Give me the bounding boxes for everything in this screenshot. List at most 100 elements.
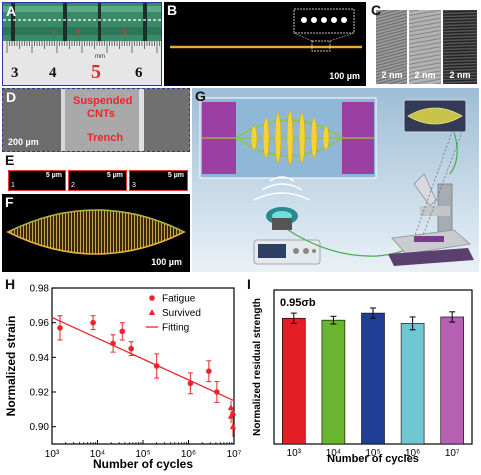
- panel-e-scale-1: 5 µm: [45, 172, 62, 179]
- panel-d: D Suspended CNTs Trench 200 µm: [2, 88, 190, 152]
- fatigue-chart: 10³ 10⁴ 10⁵ 10⁶ 10⁷ 0.90 0.92 0.94 0.96 0.98 Numbe…: [4, 284, 242, 472]
- panel-c-scale-text-3: 2 nm: [449, 70, 471, 80]
- panel-c-scale-text-1: 2 nm: [381, 70, 403, 80]
- ruler-number-3: 3: [11, 65, 19, 81]
- legend-fitting-label: Fitting: [162, 323, 189, 334]
- fatigue-point: [153, 363, 160, 369]
- ruler-mark-1: 1: [51, 29, 56, 38]
- panel-i-label: I: [247, 276, 251, 292]
- survived-point: [229, 423, 237, 430]
- fatigue-point: [187, 380, 194, 387]
- ruler-unit: mm: [95, 54, 105, 60]
- panel-e-index-1: 1: [11, 182, 15, 189]
- bar: [321, 319, 346, 445]
- fatigue-point: [214, 389, 220, 395]
- panel-f-label: F: [5, 194, 14, 210]
- experimental-setup-illustration: [192, 88, 479, 272]
- plot-frame: [51, 287, 235, 445]
- panel-c-scalebar-3: 2 nm: [446, 70, 474, 80]
- legend-fatigue-marker: [149, 295, 155, 301]
- panel-c-scalebar-1: 2 nm: [378, 70, 406, 80]
- panel-e-scale-2: 5 µm: [106, 172, 123, 179]
- panel-c: C 2 nm 2 nm 2 nm: [368, 2, 479, 86]
- x-tick-label: 10³: [287, 448, 302, 459]
- panel-a-label: A: [6, 3, 17, 19]
- legend-survived-marker: [148, 309, 156, 315]
- fitting-line: [51, 316, 235, 402]
- y-tick-label: 0.92: [30, 388, 50, 399]
- panel-c-label: C: [371, 2, 382, 18]
- bar: [400, 323, 425, 445]
- ruler-number-6: 6: [135, 65, 143, 81]
- panel-b-label: B: [167, 2, 178, 18]
- x-tick-label: 10⁶: [405, 448, 420, 459]
- x-tick-label: 10⁵: [135, 449, 150, 460]
- panel-f-scalebar: 100 µm: [151, 257, 182, 267]
- panel-g-label: G: [195, 88, 206, 104]
- panel-a: A 1 2 3 mm 3 4 5 6: [2, 2, 162, 86]
- panel-e-scale-3: 5 µm: [167, 172, 184, 179]
- residual-strength-chart: 10³ 10⁴ 10⁵ 10⁶ 10⁷ 0.95σb Number of cycles Nor…: [252, 289, 473, 465]
- panel-e-img-3: 3 5 µm: [129, 170, 188, 191]
- panel-b-scale-text: 100 µm: [329, 71, 360, 81]
- fatigue-point: [128, 345, 134, 352]
- panel-g: G: [192, 88, 479, 272]
- fatigue-point: [119, 328, 126, 335]
- annot-trench: Trench: [87, 132, 124, 144]
- panel-h: H 10³ 10⁴ 10⁵ 10⁶ 10⁷ 0.90 0.92 0.94 0.96 0.98 Num…: [2, 276, 242, 473]
- ruler-number-5: 5: [91, 61, 101, 83]
- panel-i: I 10³ 10⁴ 10⁵ 10⁶ 10⁷ 0.95σb Number of cycles N…: [244, 276, 479, 473]
- ruler-mark-2: 2: [76, 29, 81, 38]
- y-axis-label: Normalized residual strength: [252, 298, 263, 436]
- legend-fatigue-label: Fatigue: [162, 294, 196, 305]
- panel-h-label: H: [5, 276, 16, 292]
- ruler-number-4: 4: [49, 65, 57, 81]
- x-tick-label: 10⁷: [227, 449, 242, 460]
- bar: [282, 317, 306, 445]
- tem-images: [376, 10, 477, 84]
- ruler-mark-3: 3: [122, 29, 127, 38]
- panel-c-scalebar-2: 2 nm: [411, 70, 439, 80]
- annot-suspended: Suspended: [73, 95, 133, 107]
- panel-b: B 100 µm: [164, 2, 366, 86]
- panel-d-scalebar: 200 µm: [8, 137, 39, 147]
- panel-e-index-2: 2: [71, 182, 75, 189]
- panel-e-img-1: 1 5 µm: [8, 170, 66, 191]
- panel-e-img-2: 2 5 µm: [68, 170, 127, 191]
- fatigue-point: [110, 340, 116, 347]
- y-tick-label: 0.94: [30, 353, 50, 364]
- x-axis-label: Number of cycles: [327, 453, 419, 465]
- panel-e-label: E: [5, 152, 15, 168]
- vibrating-bundle-dark-field: [6, 209, 186, 255]
- sem-trench: [3, 89, 189, 151]
- x-tick-label: 10⁵: [365, 448, 380, 459]
- x-tick-label: 10⁴: [90, 449, 105, 460]
- panel-d-label: D: [6, 89, 17, 105]
- panel-c-scale-text-2: 2 nm: [414, 70, 436, 80]
- y-axis-label: Normalized strain: [4, 316, 18, 417]
- x-tick-label: 10⁶: [181, 449, 196, 460]
- x-tick-label: 10³: [45, 449, 60, 460]
- y-tick-label: 0.98: [30, 284, 50, 295]
- y-tick-label: 0.90: [30, 422, 50, 433]
- panel-f: F 100 µm: [2, 194, 190, 272]
- ruler-photo: [3, 3, 161, 85]
- panel-d-scale-text: 200 µm: [8, 137, 39, 147]
- x-tick-label: 10⁴: [326, 448, 341, 459]
- panel-e-index-3: 3: [132, 182, 136, 189]
- panel-b-scalebar: 100 µm: [329, 71, 360, 81]
- microscope-illustration: [388, 173, 474, 266]
- bar: [361, 312, 385, 445]
- fatigue-point: [90, 319, 96, 326]
- panel-e: E 1 5 µm 2 5 µm 3 5 µm: [2, 152, 190, 192]
- y-tick-label: 0.96: [30, 318, 50, 329]
- legend-survived-label: Survived: [162, 308, 201, 319]
- cnt-bundle-dark-field: [170, 8, 362, 52]
- fatigue-point: [206, 368, 212, 374]
- x-tick-label: 10⁷: [445, 448, 460, 459]
- x-axis-label: Number of cycles: [93, 457, 193, 471]
- bar: [440, 316, 464, 445]
- panel-f-scale-text: 100 µm: [151, 257, 182, 267]
- annot-cnts: CNTs: [87, 108, 115, 120]
- strength-annotation: 0.95σb: [280, 297, 316, 309]
